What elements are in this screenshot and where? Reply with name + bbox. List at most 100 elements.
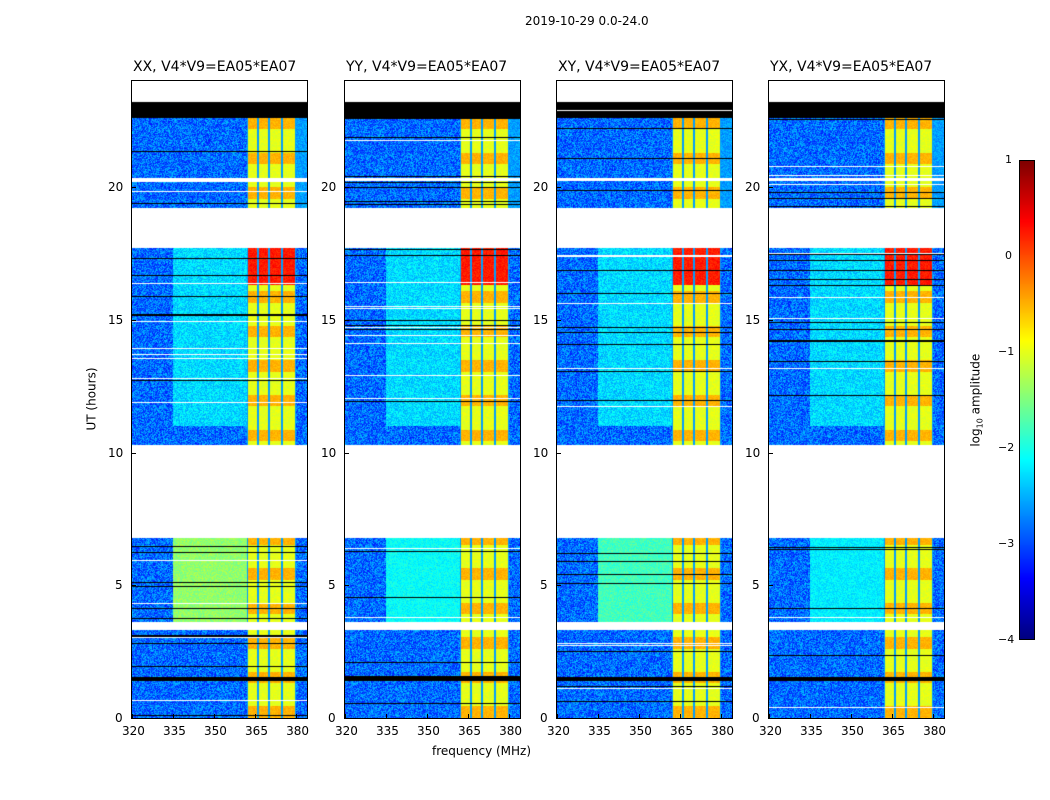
y-axis-label: UT (hours) [84, 367, 99, 431]
colorbar-tick-label: −2 [998, 441, 1015, 454]
colorbar-tick-label: −4 [998, 633, 1015, 646]
colorbar-tick-label: 1 [1005, 153, 1012, 166]
panel-title: XY, V4*V9=EA05*EA07 [558, 59, 721, 75]
x-tick [296, 714, 298, 718]
x-tick-label: 350 [629, 724, 652, 738]
panel-title: YY, V4*V9=EA05*EA07 [346, 59, 508, 75]
x-tick-label: 320 [335, 724, 358, 738]
y-tick-label: 15 [745, 312, 761, 327]
x-tick [214, 714, 216, 718]
y-tick-label: 5 [328, 578, 336, 593]
heatmap-panel [768, 80, 945, 719]
y-tick-label: 10 [745, 445, 761, 460]
y-tick-label: 0 [115, 711, 123, 725]
y-tick [557, 187, 561, 189]
x-tick [557, 714, 558, 718]
x-tick [427, 714, 429, 718]
heatmap-panel [556, 80, 733, 719]
y-tick-label: 15 [533, 312, 549, 327]
panel-title: YX, V4*V9=EA05*EA07 [770, 59, 933, 75]
y-tick [557, 585, 561, 587]
x-tick [769, 714, 770, 718]
y-tick [132, 718, 136, 719]
heatmap-image [345, 81, 520, 718]
x-tick [386, 714, 388, 718]
x-tick-label: 350 [204, 724, 227, 738]
y-tick-label: 5 [115, 578, 123, 593]
x-tick [721, 714, 723, 718]
y-tick [345, 585, 349, 587]
x-tick-label: 380 [711, 724, 734, 738]
y-tick-label: 5 [540, 578, 548, 593]
heatmap-image [132, 81, 307, 718]
y-tick [769, 319, 773, 321]
y-tick [769, 187, 773, 189]
y-tick-label: 0 [752, 711, 760, 725]
y-tick [132, 585, 136, 587]
y-tick [132, 319, 136, 321]
y-tick-label: 0 [540, 711, 548, 725]
y-tick [345, 187, 349, 189]
x-tick-label: 365 [458, 724, 481, 738]
colorbar-tick-label: −3 [998, 537, 1015, 550]
x-tick-label: 380 [286, 724, 309, 738]
x-tick [468, 714, 470, 718]
x-axis-label: frequency (MHz) [432, 744, 532, 758]
y-tick [769, 718, 773, 719]
y-tick-label: 15 [108, 312, 124, 327]
suptitle: 2019-10-29 0.0-24.0 [525, 14, 649, 28]
x-tick [255, 714, 257, 718]
y-tick-label: 20 [321, 180, 337, 195]
y-tick [769, 452, 773, 454]
x-tick-label: 335 [163, 724, 186, 738]
x-tick-label: 335 [588, 724, 611, 738]
x-tick [680, 714, 682, 718]
y-tick [345, 319, 349, 321]
x-tick-label: 380 [499, 724, 522, 738]
x-tick-label: 350 [417, 724, 440, 738]
x-tick [810, 714, 812, 718]
x-tick-label: 320 [122, 724, 145, 738]
heatmap-panel [344, 80, 521, 719]
y-tick-label: 20 [745, 180, 761, 195]
x-tick-label: 365 [245, 724, 268, 738]
x-tick-label: 365 [670, 724, 693, 738]
colorbar-label-rest: amplitude [968, 353, 983, 419]
y-tick-label: 10 [321, 445, 337, 460]
x-tick [933, 714, 935, 718]
colorbar-label-main: log [968, 428, 983, 447]
x-tick [173, 714, 175, 718]
y-tick [345, 452, 349, 454]
y-tick [345, 718, 349, 719]
y-tick [132, 452, 136, 454]
y-tick-label: 20 [108, 180, 124, 195]
y-tick [769, 585, 773, 587]
colorbar-label: log10 amplitude [968, 354, 984, 447]
y-tick [557, 718, 561, 719]
y-tick [557, 319, 561, 321]
x-tick-label: 350 [841, 724, 864, 738]
x-tick-label: 320 [547, 724, 570, 738]
x-tick-label: 335 [376, 724, 399, 738]
colorbar-tick-label: −1 [998, 345, 1015, 358]
x-tick [598, 714, 600, 718]
y-tick-label: 0 [328, 711, 336, 725]
x-tick [132, 714, 133, 718]
y-tick [132, 187, 136, 189]
colorbar-label-sub: 10 [975, 418, 985, 429]
y-tick-label: 5 [752, 578, 760, 593]
y-tick-label: 10 [533, 445, 549, 460]
x-tick [345, 714, 346, 718]
x-tick-label: 380 [923, 724, 946, 738]
y-tick-label: 10 [108, 445, 124, 460]
x-tick-label: 335 [800, 724, 823, 738]
y-tick-label: 20 [533, 180, 549, 195]
colorbar [1019, 160, 1035, 640]
y-tick-label: 15 [321, 312, 337, 327]
x-tick [892, 714, 894, 718]
colorbar-tick-label: 0 [1005, 249, 1012, 262]
y-tick [557, 452, 561, 454]
x-tick [639, 714, 641, 718]
x-tick [509, 714, 511, 718]
